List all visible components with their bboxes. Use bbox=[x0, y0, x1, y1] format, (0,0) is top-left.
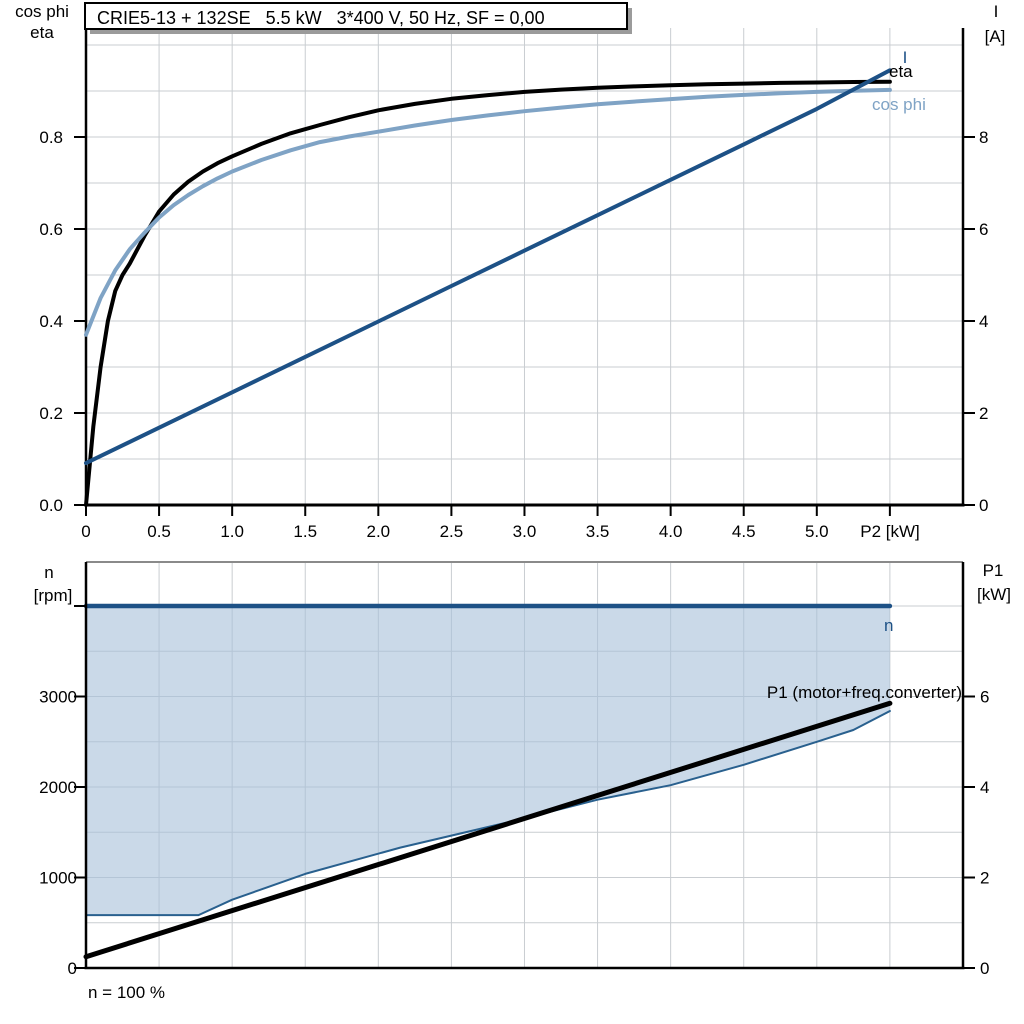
top-left-axis-title-eta: eta bbox=[30, 23, 54, 42]
x-tick-label: 5.0 bbox=[805, 522, 829, 541]
chart-title: CRIE5-13 + 132SE 5.5 kW 3*400 V, 50 Hz, … bbox=[97, 8, 545, 28]
i-curve bbox=[84, 68, 892, 466]
bottom-right-axis-title-unit-kw: [kW] bbox=[977, 585, 1011, 604]
duty-range-area bbox=[86, 606, 890, 916]
left-tick-label: 0 bbox=[68, 959, 77, 978]
x-tick-label: 3.5 bbox=[586, 522, 610, 541]
right-tick-label: 8 bbox=[979, 128, 988, 147]
current-curve-label: I bbox=[903, 48, 908, 67]
bottom-left-axis-title-unit-rpm: [rpm] bbox=[34, 586, 73, 605]
x-tick-label: 3.0 bbox=[513, 522, 537, 541]
left-tick-label: 0.0 bbox=[39, 496, 63, 515]
efficiency-curve-label: eta bbox=[889, 62, 913, 81]
eta-curve bbox=[84, 79, 892, 507]
right-tick-label: 2 bbox=[980, 869, 989, 888]
top-left-axis-title-cos-phi: cos phi bbox=[15, 2, 69, 21]
bottom-right-axis-title-p1: P1 bbox=[983, 561, 1004, 580]
right-tick-label: 6 bbox=[980, 688, 989, 707]
top-chart-tick-labels: 0 0.5 1.0 1.5 2.0 2.5 3.0 3.5 4.0 4.5 5.0 0.0 0.2 0.4… bbox=[39, 128, 988, 541]
duty-range-fill bbox=[86, 606, 890, 916]
x-tick-label: 2.5 bbox=[440, 522, 464, 541]
speed-100-percent-note: n = 100 % bbox=[88, 983, 165, 1002]
x-tick-label: 0 bbox=[81, 522, 90, 541]
x-tick-label: 1.5 bbox=[293, 522, 317, 541]
left-tick-label: 0.4 bbox=[39, 312, 63, 331]
bottom-chart-tick-marks bbox=[74, 605, 975, 969]
cos-phi-curve bbox=[84, 87, 892, 337]
left-tick-label: 0.8 bbox=[39, 128, 63, 147]
power-factor-curve-label: cos phi bbox=[872, 95, 926, 114]
right-tick-label: 0 bbox=[979, 496, 988, 515]
bottom-chart-axes bbox=[84, 561, 965, 970]
left-tick-label: 2000 bbox=[39, 778, 77, 797]
x-tick-label: 0.5 bbox=[147, 522, 171, 541]
input-power-curve-label: P1 (motor+freq.converter) bbox=[767, 683, 962, 702]
x-tick-label: 2.0 bbox=[366, 522, 390, 541]
chart-title-box: CRIE5-13 + 132SE 5.5 kW 3*400 V, 50 Hz, … bbox=[84, 2, 632, 34]
speed-curve-label: n bbox=[884, 616, 893, 635]
left-tick-label: 3000 bbox=[39, 688, 77, 707]
p1-motor-freq-converter--curve bbox=[83, 700, 893, 960]
right-tick-label: 4 bbox=[979, 312, 988, 331]
top-right-axis-title-unit-a: [A] bbox=[985, 27, 1006, 46]
top-chart-tick-marks bbox=[74, 136, 975, 516]
right-tick-label: 0 bbox=[980, 959, 989, 978]
right-tick-label: 6 bbox=[979, 220, 988, 239]
bottom-left-axis-title-n: n bbox=[44, 563, 53, 582]
title-box-frame bbox=[84, 2, 628, 30]
left-tick-label: 0.6 bbox=[39, 220, 63, 239]
right-tick-label: 4 bbox=[980, 778, 989, 797]
bottom-chart-curves bbox=[83, 603, 893, 960]
top-right-axis-title-i: I bbox=[994, 2, 999, 21]
top-chart-gridlines bbox=[86, 28, 963, 505]
right-tick-label: 2 bbox=[979, 404, 988, 423]
x-tick-label: 1.0 bbox=[220, 522, 244, 541]
top-chart-curves bbox=[84, 68, 892, 507]
bottom-chart-tick-labels: 0 1000 2000 3000 0 2 4 6 bbox=[39, 688, 989, 979]
left-tick-label: 0.2 bbox=[39, 404, 63, 423]
top-x-axis-label: P2 [kW] bbox=[860, 522, 920, 541]
x-tick-label: 4.0 bbox=[659, 522, 683, 541]
left-tick-label: 1000 bbox=[39, 869, 77, 888]
x-tick-label: 4.5 bbox=[732, 522, 756, 541]
